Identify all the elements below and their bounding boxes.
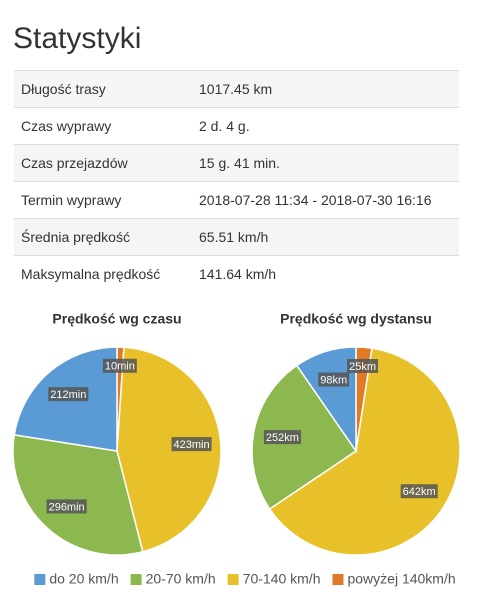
data-label: 423min xyxy=(174,439,210,451)
data-label-box: 25km xyxy=(347,358,379,373)
data-label-box: 98km xyxy=(318,372,350,387)
data-label: 252km xyxy=(266,432,299,444)
data-label-box: 212min xyxy=(48,387,89,402)
legend-swatch xyxy=(227,574,239,585)
cell-label: Czas wyprawy xyxy=(14,107,192,145)
data-label-bg xyxy=(48,387,89,402)
data-label-box: 642km xyxy=(400,484,438,499)
table-row: Długość trasy 1017.45 km xyxy=(14,70,459,108)
legend-label: powyżej 140km/h xyxy=(347,571,455,587)
cell-label: Czas przejazdów xyxy=(14,144,192,182)
legend-label: do 20 km/h xyxy=(49,571,118,587)
table-row: Czas przejazdów 15 g. 41 min. xyxy=(14,144,459,182)
table-row: Termin wyprawy 2018-07-28 11:34 - 2018-07… xyxy=(14,181,459,219)
data-label: 296min xyxy=(49,501,85,513)
data-label-bg xyxy=(102,358,137,373)
data-label-bg xyxy=(318,372,350,387)
legend-swatch xyxy=(34,574,46,585)
legend-label: 20-70 km/h xyxy=(146,571,216,587)
pie-slice xyxy=(12,434,144,556)
data-label-box: 296min xyxy=(46,499,87,514)
data-label-box: 10min xyxy=(102,358,137,373)
legend-swatch xyxy=(130,574,142,585)
cell-value: 65.51 km/h xyxy=(192,218,459,256)
data-label-bg xyxy=(171,437,212,452)
page-title: Statystyki xyxy=(13,22,142,55)
table-row: Maksymalna prędkość 141.64 km/h xyxy=(14,255,459,292)
data-label: 212min xyxy=(50,389,86,401)
data-label-box: 423min xyxy=(171,437,212,452)
table-row: Czas wyprawy 2 d. 4 g. xyxy=(14,107,459,145)
pie-slice xyxy=(251,364,358,511)
data-label: 10min xyxy=(105,361,135,373)
data-label-bg xyxy=(263,430,301,445)
data-label: 25km xyxy=(349,361,376,373)
cell-label: Średnia prędkość xyxy=(14,218,192,256)
stats-table: Długość trasy 1017.45 km Czas wyprawy 2 d. … xyxy=(14,70,459,292)
chart-title: Prędkość wg czasu xyxy=(52,311,181,327)
cell-value: 1017.45 km xyxy=(192,70,459,108)
data-label: 98km xyxy=(320,374,347,386)
cell-value: 15 g. 41 min. xyxy=(192,144,459,182)
data-label-bg xyxy=(400,484,438,499)
data-label-box: 252km xyxy=(263,430,301,445)
pie-slice xyxy=(268,347,461,556)
data-label: 642km xyxy=(403,486,436,498)
cell-value: 2 d. 4 g. xyxy=(192,107,459,145)
table-row: Średnia prędkość 65.51 km/h xyxy=(14,218,459,256)
cell-label: Długość trasy xyxy=(14,70,192,108)
legend-swatch xyxy=(332,574,344,585)
cell-value: 141.64 km/h xyxy=(192,255,459,292)
pie-slice xyxy=(116,346,222,553)
legend-label: 70-140 km/h xyxy=(243,571,321,587)
chart-title: Prędkość wg dystansu xyxy=(280,311,432,327)
cell-label: Maksymalna prędkość xyxy=(14,255,192,292)
cell-value: 2018-07-28 11:34 - 2018-07-30 16:16 xyxy=(192,181,459,219)
data-label-bg xyxy=(46,499,87,514)
data-label-bg xyxy=(347,358,379,373)
charts: Prędkość wg czasu 10min 423min 296min 212min… xyxy=(12,311,461,587)
cell-label: Termin wyprawy xyxy=(14,181,192,219)
